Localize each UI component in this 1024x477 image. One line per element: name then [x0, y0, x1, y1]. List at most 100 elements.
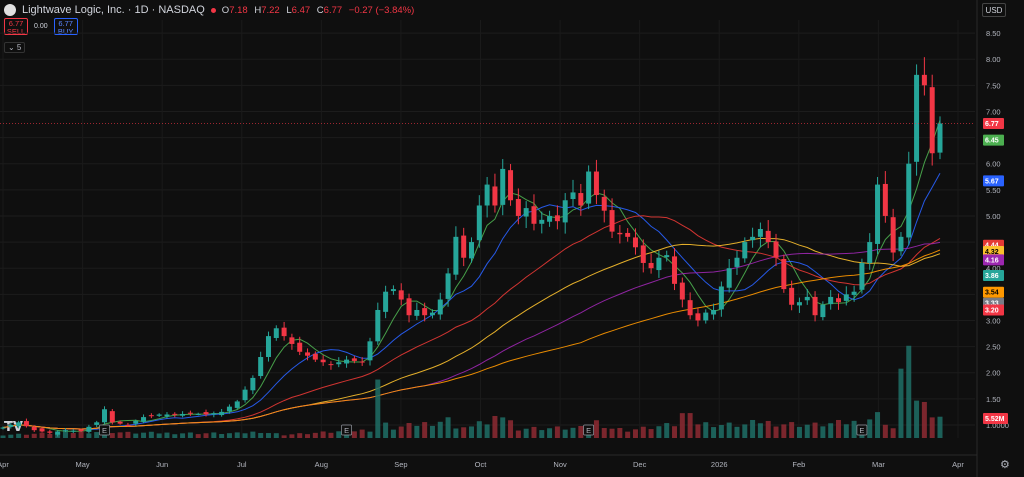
candle-body: [875, 184, 881, 244]
volume-bar: [835, 419, 841, 438]
volume-bar: [297, 433, 303, 438]
volume-bar: [687, 413, 693, 438]
candle-body: [195, 413, 201, 415]
price-axis-label: 5.00: [986, 212, 1001, 221]
volume-bar: [289, 434, 295, 438]
price-axis-label: 8.00: [986, 55, 1001, 64]
volume-bar: [617, 428, 623, 438]
volume-bar: [570, 427, 576, 438]
candle-body: [367, 341, 373, 361]
ma-value-tag-bg: [983, 270, 1004, 282]
candle-body: [390, 289, 396, 292]
candle-body: [305, 352, 311, 356]
candle-body: [906, 163, 912, 238]
candle-body: [867, 242, 873, 263]
volume-bar: [141, 432, 147, 438]
candle-body: [265, 336, 271, 358]
candle-body: [102, 409, 108, 423]
volume-bar: [250, 431, 256, 438]
candle-body: [703, 312, 709, 321]
volume-bar: [804, 424, 810, 438]
buy-price: 6.77: [58, 19, 73, 28]
candle-body: [609, 210, 615, 232]
indicator-collapse-button[interactable]: ⌄ 5: [4, 42, 26, 53]
volume-bar: [234, 432, 240, 438]
candle-body: [8, 424, 14, 427]
volume-bar: [578, 425, 584, 438]
ma-value-tag-bg: [983, 286, 1004, 298]
volume-bar: [679, 413, 685, 438]
ma-value-tag-bg: [983, 134, 1004, 146]
ma-value-tag: 3.54: [985, 290, 999, 297]
candle-body: [859, 262, 865, 290]
volume-bar: [62, 431, 68, 438]
candle-body: [31, 426, 37, 431]
volume-bar: [226, 433, 232, 438]
volume-bar: [875, 412, 881, 438]
candle-body: [281, 327, 287, 337]
candle-body: [203, 412, 209, 415]
ma-value-tag: 4.32: [985, 249, 999, 256]
earnings-marker: [341, 424, 352, 436]
volume-bar: [429, 425, 435, 438]
volume-bar: [742, 424, 748, 438]
trade-panel: 6.77 SELL 0.00 6.77 BUY: [4, 18, 78, 36]
volume-bar: [726, 422, 732, 438]
candle-body: [289, 337, 295, 344]
candle-body: [336, 362, 342, 365]
volume-bar: [453, 428, 459, 438]
candle-body: [359, 361, 365, 363]
candle-body: [429, 312, 435, 316]
time-axis-label: Dec: [633, 460, 647, 469]
volume-bar: [484, 424, 490, 438]
candle-body: [531, 206, 537, 224]
symbol-title[interactable]: Lightwave Logic, Inc. · 1D · NASDAQ: [22, 4, 205, 16]
price-axis-label: 7.50: [986, 81, 1001, 90]
volume-bar: [258, 433, 264, 438]
ma-value-tag-bg: [983, 254, 1004, 266]
volume-bar: [765, 420, 771, 438]
volume-bar: [867, 419, 873, 438]
currency-selector[interactable]: USD: [982, 3, 1006, 17]
volume-bar: [695, 424, 701, 438]
volume-bar: [547, 428, 553, 438]
candle-body: [469, 242, 474, 259]
volume-bar: [843, 424, 849, 438]
candle-body: [601, 196, 607, 211]
candle-body: [547, 215, 553, 222]
gear-icon[interactable]: ⚙: [1000, 459, 1010, 471]
volume-bar: [359, 429, 365, 438]
candle-body: [47, 431, 53, 433]
earnings-marker-label: E: [102, 426, 107, 435]
company-logo-icon: [4, 4, 16, 16]
candle-body: [351, 358, 357, 361]
volume-bar: [734, 426, 740, 438]
candle-body: [578, 193, 584, 206]
earnings-marker: [99, 424, 110, 436]
price-axis-label: 5.50: [986, 186, 1001, 195]
candle-body: [180, 413, 186, 416]
candle-body: [843, 294, 849, 301]
price-axis-label: 1.0000: [986, 421, 1009, 430]
sell-button[interactable]: 6.77 SELL: [4, 18, 28, 36]
candle-body: [328, 364, 334, 366]
volume-bar: [211, 432, 217, 438]
buy-button[interactable]: 6.77 BUY: [53, 18, 78, 36]
ma-value-tag: 5.67: [985, 178, 999, 185]
volume-bar: [937, 416, 943, 438]
price-axis-label: 3.00: [986, 316, 1001, 325]
candle-body: [773, 241, 779, 258]
candle-body: [172, 413, 178, 415]
candle-body: [851, 291, 857, 295]
candle-body: [133, 421, 139, 424]
volume-bar: [78, 431, 84, 438]
volume-bar: [781, 424, 787, 438]
volume-bar: [828, 423, 834, 438]
volume-bar: [789, 422, 795, 438]
volume-bar: [39, 432, 45, 438]
ohlc-change-value: −0.27 (−3.84%): [348, 4, 415, 16]
volume-bar: [703, 422, 709, 438]
candle-body: [804, 296, 810, 301]
candle-body: [406, 298, 412, 316]
